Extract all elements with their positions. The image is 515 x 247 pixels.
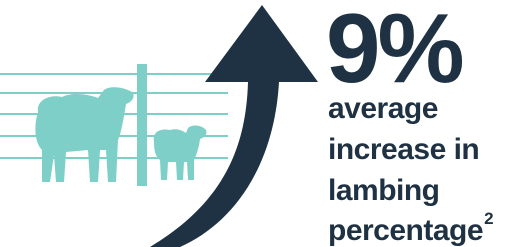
infographic: 9% average increase in lambing percentag… [0,0,515,247]
stat-value: 9% [326,0,463,103]
sheep [35,87,206,182]
rising-arrow [150,5,318,247]
description-line: increase in [328,133,479,166]
footnote-marker: 2 [484,209,493,228]
description-line: lambing [328,174,440,207]
description-line: percentage [328,214,483,247]
description-line: average [328,92,438,125]
fence-post [137,64,147,186]
ewe [35,87,133,182]
lamb [154,126,207,180]
